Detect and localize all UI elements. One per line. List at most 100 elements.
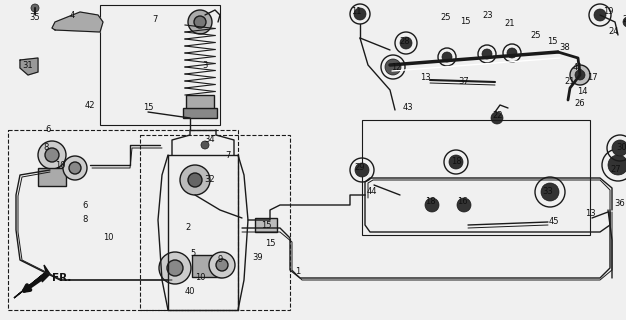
Text: 18: 18: [451, 157, 461, 166]
Circle shape: [608, 155, 626, 175]
Text: 18: 18: [424, 197, 435, 206]
Text: 15: 15: [261, 221, 271, 230]
Text: 19: 19: [603, 7, 613, 17]
Bar: [192, 255, 222, 277]
Text: 31: 31: [23, 60, 33, 69]
Circle shape: [385, 59, 401, 75]
Text: 22: 22: [493, 110, 503, 119]
Circle shape: [541, 183, 559, 201]
Circle shape: [159, 252, 191, 284]
Text: 15: 15: [546, 37, 557, 46]
Polygon shape: [52, 12, 103, 32]
Text: 26: 26: [575, 99, 585, 108]
Circle shape: [180, 165, 210, 195]
Circle shape: [355, 163, 369, 177]
Text: 17: 17: [587, 74, 597, 83]
Text: 37: 37: [459, 77, 470, 86]
Bar: [255, 218, 277, 232]
Text: 20: 20: [623, 15, 626, 25]
Text: 25: 25: [531, 30, 541, 39]
Text: 34: 34: [205, 135, 215, 145]
Text: 8: 8: [82, 215, 88, 225]
Text: 23: 23: [483, 12, 493, 20]
Circle shape: [594, 9, 606, 21]
Text: 43: 43: [403, 103, 413, 113]
Text: 21: 21: [505, 20, 515, 28]
Text: 41: 41: [573, 63, 583, 73]
Circle shape: [188, 173, 202, 187]
Bar: [100, 5, 220, 125]
Polygon shape: [20, 58, 38, 75]
Circle shape: [167, 260, 183, 276]
Circle shape: [188, 10, 212, 34]
Text: 10: 10: [103, 233, 113, 242]
Bar: [186, 95, 214, 110]
Text: 27: 27: [611, 165, 622, 174]
Circle shape: [400, 37, 412, 49]
Circle shape: [354, 8, 366, 20]
Text: 24: 24: [608, 28, 619, 36]
Text: 28: 28: [399, 37, 410, 46]
Circle shape: [507, 48, 517, 58]
Text: 13: 13: [585, 210, 595, 219]
Polygon shape: [14, 265, 50, 298]
Circle shape: [491, 112, 503, 124]
Text: 13: 13: [419, 74, 430, 83]
Circle shape: [69, 162, 81, 174]
Text: 39: 39: [253, 253, 264, 262]
Circle shape: [442, 52, 452, 62]
Text: 32: 32: [205, 175, 215, 185]
Bar: [38, 168, 66, 186]
Text: 36: 36: [615, 199, 625, 209]
Text: 7: 7: [225, 150, 231, 159]
Circle shape: [623, 17, 626, 27]
Text: 21: 21: [565, 77, 575, 86]
Text: 16: 16: [457, 197, 468, 206]
Text: 25: 25: [441, 13, 451, 22]
Circle shape: [201, 141, 209, 149]
Text: FR.: FR.: [52, 273, 71, 283]
Text: 5: 5: [190, 249, 195, 258]
Text: 4: 4: [69, 12, 74, 20]
Text: 15: 15: [143, 103, 153, 113]
Text: 7: 7: [152, 15, 158, 25]
Text: 10: 10: [54, 161, 65, 170]
Text: 15: 15: [265, 238, 275, 247]
Text: 45: 45: [549, 218, 559, 227]
Text: 3: 3: [202, 60, 208, 69]
Bar: [8, 130, 238, 310]
Text: 8: 8: [43, 143, 49, 153]
Circle shape: [425, 198, 439, 212]
Circle shape: [194, 16, 206, 28]
Circle shape: [31, 4, 39, 12]
Circle shape: [482, 49, 492, 59]
Text: 1: 1: [295, 268, 300, 276]
Text: 40: 40: [185, 286, 195, 295]
Text: 2: 2: [185, 223, 191, 233]
Circle shape: [575, 70, 585, 80]
Circle shape: [449, 155, 463, 169]
Text: 15: 15: [459, 18, 470, 27]
Text: 10: 10: [195, 274, 205, 283]
Bar: [362, 120, 590, 235]
Text: 12: 12: [391, 63, 401, 73]
Circle shape: [612, 140, 626, 156]
Circle shape: [63, 156, 87, 180]
Text: 42: 42: [85, 100, 95, 109]
Circle shape: [209, 252, 235, 278]
Text: 6: 6: [82, 201, 88, 210]
Circle shape: [216, 259, 228, 271]
Bar: [183, 108, 217, 118]
Text: 33: 33: [543, 188, 553, 196]
Bar: [140, 135, 290, 310]
Text: 44: 44: [367, 188, 377, 196]
Text: 14: 14: [577, 87, 587, 97]
Text: 11: 11: [351, 7, 361, 17]
Text: 9: 9: [217, 255, 223, 265]
Text: 6: 6: [45, 125, 51, 134]
Text: 35: 35: [29, 13, 40, 22]
Circle shape: [457, 198, 471, 212]
Text: 30: 30: [617, 143, 626, 153]
Text: 38: 38: [560, 44, 570, 52]
Circle shape: [570, 65, 590, 85]
